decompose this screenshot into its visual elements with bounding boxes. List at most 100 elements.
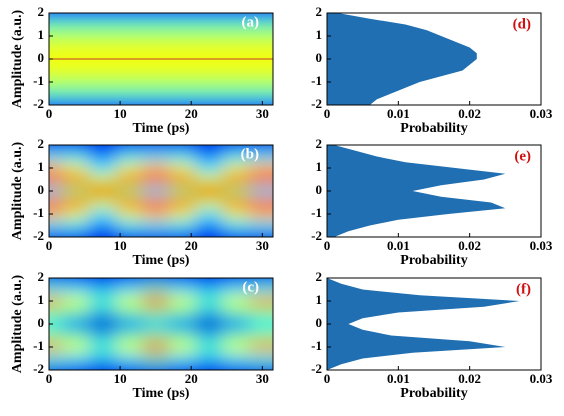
heat-cell — [49, 318, 63, 331]
x-tick-label: 0.03 — [530, 371, 553, 386]
heat-cell — [115, 99, 143, 105]
heat-cell — [222, 196, 250, 209]
y-tick-label: 0 — [38, 182, 45, 197]
y-tick-label: -2 — [33, 361, 44, 376]
heat-cell — [249, 64, 273, 77]
y-tick-label: 2 — [316, 4, 323, 19]
heat-cell — [62, 30, 90, 43]
heat-cell — [62, 145, 90, 152]
heat-cell — [62, 278, 90, 285]
heat-cell — [89, 150, 117, 163]
y-axis-label: Amplitude (a.u.) — [10, 274, 25, 373]
heat-cell — [222, 145, 250, 152]
y-tick-label: -1 — [311, 73, 322, 88]
heat-cell — [222, 87, 250, 100]
y-tick-label: -1 — [311, 338, 322, 353]
heat-cell — [142, 30, 170, 43]
x-axis-label: Probability — [400, 386, 467, 401]
heat-cell — [62, 219, 90, 232]
heat-cell — [62, 64, 90, 77]
heat-cell — [222, 173, 250, 186]
heat-cell — [115, 76, 143, 89]
heat-cell — [62, 87, 90, 100]
heat-cell — [49, 352, 63, 365]
heat-cell — [169, 76, 197, 89]
heat-cell — [142, 76, 170, 89]
heat-cell — [249, 364, 273, 370]
heat-cell — [169, 295, 197, 308]
heat-cell — [62, 283, 90, 296]
x-tick-label: 10 — [114, 106, 127, 121]
heat-cell — [169, 30, 197, 43]
x-tick-label: 10 — [114, 238, 127, 253]
heat-cell — [49, 306, 63, 319]
heat-cell — [89, 352, 117, 365]
heat-cell — [222, 295, 250, 308]
heat-cell — [169, 87, 197, 100]
heat-cell — [249, 278, 273, 285]
y-tick-label: -2 — [311, 96, 322, 111]
heat-cell — [89, 173, 117, 186]
heat-cell — [115, 318, 143, 331]
heat-cell — [195, 145, 223, 152]
heat-cell — [142, 219, 170, 232]
panel: (e) 0 0.01 0.02 0.03 -2 -1 0 1 2 Probability — [311, 136, 553, 268]
heatmap-cells — [49, 13, 273, 105]
heat-cell — [115, 173, 143, 186]
y-tick-label: 1 — [316, 159, 323, 174]
x-axis-label: Time (ps) — [133, 386, 190, 401]
x-tick-label: 0 — [46, 106, 53, 121]
heat-cell — [169, 64, 197, 77]
heat-cell — [89, 30, 117, 43]
heat-cell — [195, 87, 223, 100]
heat-cell — [169, 185, 197, 198]
heat-cell — [222, 76, 250, 89]
heat-cell — [62, 318, 90, 331]
x-tick-label: 0.03 — [530, 106, 553, 121]
heat-cell — [142, 231, 170, 237]
heat-cell — [115, 18, 143, 31]
heat-cell — [195, 173, 223, 186]
y-tick-label: 0 — [38, 50, 45, 65]
heat-cell — [195, 341, 223, 354]
heat-cell — [222, 306, 250, 319]
x-axis-label: Time (ps) — [133, 253, 190, 268]
y-tick-label: 0 — [38, 315, 45, 330]
heat-cell — [62, 99, 90, 105]
heat-cell — [249, 13, 273, 20]
heat-cell — [142, 283, 170, 296]
y-tick-label: 0 — [316, 315, 323, 330]
heat-cell — [169, 145, 197, 152]
panel-label: (a) — [242, 14, 260, 30]
heat-cell — [249, 150, 273, 163]
heat-cell — [89, 219, 117, 232]
heat-cell — [89, 329, 117, 342]
heat-cell — [249, 18, 273, 31]
y-tick-label: -1 — [311, 205, 322, 220]
heat-cell — [115, 283, 143, 296]
heat-cell — [142, 87, 170, 100]
y-tick-label: -2 — [311, 361, 322, 376]
heat-cell — [62, 162, 90, 175]
heat-cell — [222, 41, 250, 54]
probability-area — [327, 145, 506, 237]
heat-cell — [62, 150, 90, 163]
heat-cell — [62, 295, 90, 308]
heat-cell — [49, 208, 63, 221]
heat-cell — [195, 185, 223, 198]
heat-cell — [249, 208, 273, 221]
heat-cell — [89, 208, 117, 221]
heatmap — [49, 145, 273, 237]
heat-cell — [249, 185, 273, 198]
heat-cell — [49, 64, 63, 77]
heat-cell — [49, 278, 63, 285]
heat-cell — [195, 352, 223, 365]
heat-cell — [115, 87, 143, 100]
heat-cell — [142, 196, 170, 209]
heat-cell — [142, 329, 170, 342]
heat-cell — [249, 145, 273, 152]
heat-cell — [89, 145, 117, 152]
heat-cell — [249, 41, 273, 54]
panel: (a) Amplitude (a.u.) 0 10 20 30 -2 -1 0 1 2 Time (p… — [10, 4, 274, 136]
heat-cell — [195, 18, 223, 31]
